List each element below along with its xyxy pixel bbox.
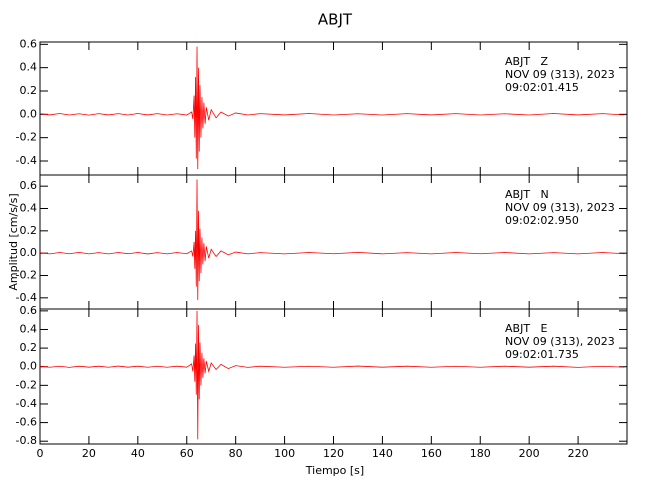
x-tick-label: 120 <box>323 447 344 460</box>
y-tick-label: 0.4 <box>20 61 38 74</box>
annotation: ABJT Z <box>505 55 549 68</box>
x-tick-label: 180 <box>470 447 491 460</box>
y-tick-label: 0.2 <box>20 341 38 354</box>
trace <box>39 179 625 301</box>
y-tick-label: 0.0 <box>20 246 38 259</box>
y-tick-label: -0.4 <box>16 291 37 304</box>
x-tick-label: 80 <box>229 447 243 460</box>
y-tick-label: -0.6 <box>16 416 37 429</box>
chart-title: ABJT <box>318 11 353 29</box>
x-tick-label: 100 <box>274 447 295 460</box>
annotation: 09:02:01.415 <box>505 81 579 94</box>
x-tick-label: 220 <box>568 447 589 460</box>
y-tick-label: 0.6 <box>20 37 38 50</box>
y-tick-label: 0.6 <box>20 304 38 317</box>
annotation: NOV 09 (313), 2023 <box>505 201 615 214</box>
y-tick-label: 0.4 <box>20 202 38 215</box>
y-tick-label: -0.2 <box>16 131 37 144</box>
trace <box>39 46 625 170</box>
annotation: NOV 09 (313), 2023 <box>505 68 615 81</box>
annotation: 09:02:01.735 <box>505 348 579 361</box>
x-tick-label: 40 <box>131 447 145 460</box>
x-tick-label: 140 <box>372 447 393 460</box>
x-tick-label: 0 <box>37 447 44 460</box>
y-tick-label: 0.4 <box>20 322 38 335</box>
y-tick-label: -0.4 <box>16 397 37 410</box>
y-tick-label: 0.0 <box>20 360 38 373</box>
y-tick-label: -0.2 <box>16 269 37 282</box>
annotation: NOV 09 (313), 2023 <box>505 335 615 348</box>
x-tick-label: 200 <box>519 447 540 460</box>
y-tick-label: -0.8 <box>16 434 37 447</box>
x-tick-label: 20 <box>82 447 96 460</box>
y-axis-label: Amplitud [cm/s/s] <box>7 193 20 290</box>
x-axis-label: Tiempo [s] <box>305 464 364 477</box>
y-tick-label: -0.2 <box>16 378 37 391</box>
trace <box>39 310 625 440</box>
y-tick-label: 0.2 <box>20 84 38 97</box>
y-tick-label: 0.2 <box>20 224 38 237</box>
x-tick-label: 60 <box>180 447 194 460</box>
annotation: ABJT N <box>505 188 549 201</box>
y-tick-label: 0.0 <box>20 107 38 120</box>
annotation: ABJT E <box>505 322 548 335</box>
y-tick-label: 0.6 <box>20 179 38 192</box>
annotation: 09:02:02.950 <box>505 214 579 227</box>
y-tick-label: -0.4 <box>16 154 37 167</box>
x-tick-label: 160 <box>421 447 442 460</box>
